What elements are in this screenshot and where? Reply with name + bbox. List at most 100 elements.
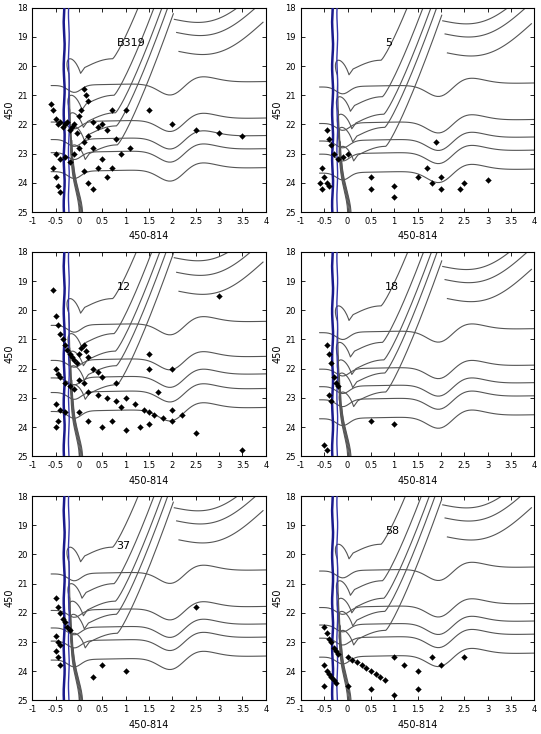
Point [315,177,324,189]
Point [192,124,200,136]
Point [413,171,422,183]
Point [70,119,79,131]
Point [54,636,62,648]
Point [322,628,331,639]
Point [380,674,389,686]
Point [327,636,335,648]
Y-axis label: 450: 450 [4,345,14,363]
Point [121,104,130,116]
Point [58,333,67,345]
Point [82,90,90,101]
Point [112,133,121,145]
Point [94,366,102,377]
Point [56,153,65,165]
Point [460,651,469,663]
Point [89,142,97,153]
Point [77,104,86,116]
Point [103,392,111,404]
Point [58,613,67,625]
Point [376,671,385,683]
Point [63,116,72,128]
X-axis label: 450-814: 450-814 [129,231,169,241]
Point [65,348,74,360]
Point [437,183,445,195]
Point [168,119,177,131]
Point [49,284,58,296]
Point [367,415,375,427]
Point [145,418,154,430]
Point [390,180,399,192]
Point [89,363,97,374]
Point [325,668,333,680]
Point [168,415,177,427]
Point [329,371,338,383]
Point [117,148,126,159]
Point [238,445,247,457]
Point [47,98,55,110]
Point [56,116,65,128]
X-axis label: 450-814: 450-814 [397,720,438,730]
Text: 12: 12 [116,282,130,292]
Point [68,122,76,134]
Point [329,642,338,654]
Point [135,421,144,433]
Point [112,395,121,407]
Y-axis label: 450: 450 [273,589,282,608]
Point [51,363,60,374]
Point [320,680,328,691]
Point [61,339,69,351]
Point [51,592,60,604]
Point [192,601,200,613]
Point [149,410,158,421]
Point [327,395,335,407]
Point [75,348,83,360]
Point [56,660,65,672]
Point [427,651,436,663]
Point [390,418,399,430]
Point [51,645,60,657]
Y-axis label: 450: 450 [273,101,282,119]
Point [58,122,67,134]
Point [329,674,338,686]
Point [177,410,186,421]
Point [84,95,93,107]
Point [82,345,90,357]
Point [121,665,130,677]
Point [413,683,422,694]
Point [367,665,375,677]
Point [84,415,93,427]
Point [49,104,58,116]
Point [56,328,65,340]
Point [56,639,65,651]
Point [65,124,74,136]
Point [84,351,93,363]
Point [51,631,60,642]
Point [80,339,88,351]
Point [121,392,130,404]
Point [63,622,72,633]
Point [54,119,62,131]
Point [51,310,60,322]
Point [329,148,338,159]
Point [399,660,408,672]
Point [357,660,366,672]
Point [126,142,135,153]
Point [320,660,328,672]
Point [322,124,331,136]
Point [75,374,83,386]
Point [70,383,79,395]
Point [61,616,69,628]
Point [98,660,107,672]
Point [322,665,331,677]
Point [238,130,247,142]
Point [353,657,361,669]
Point [332,677,340,688]
Point [215,127,223,139]
Point [318,162,326,174]
X-axis label: 450-814: 450-814 [397,231,438,241]
Point [56,371,65,383]
Point [75,407,83,418]
Point [145,407,154,418]
Point [108,104,116,116]
Point [54,319,62,331]
